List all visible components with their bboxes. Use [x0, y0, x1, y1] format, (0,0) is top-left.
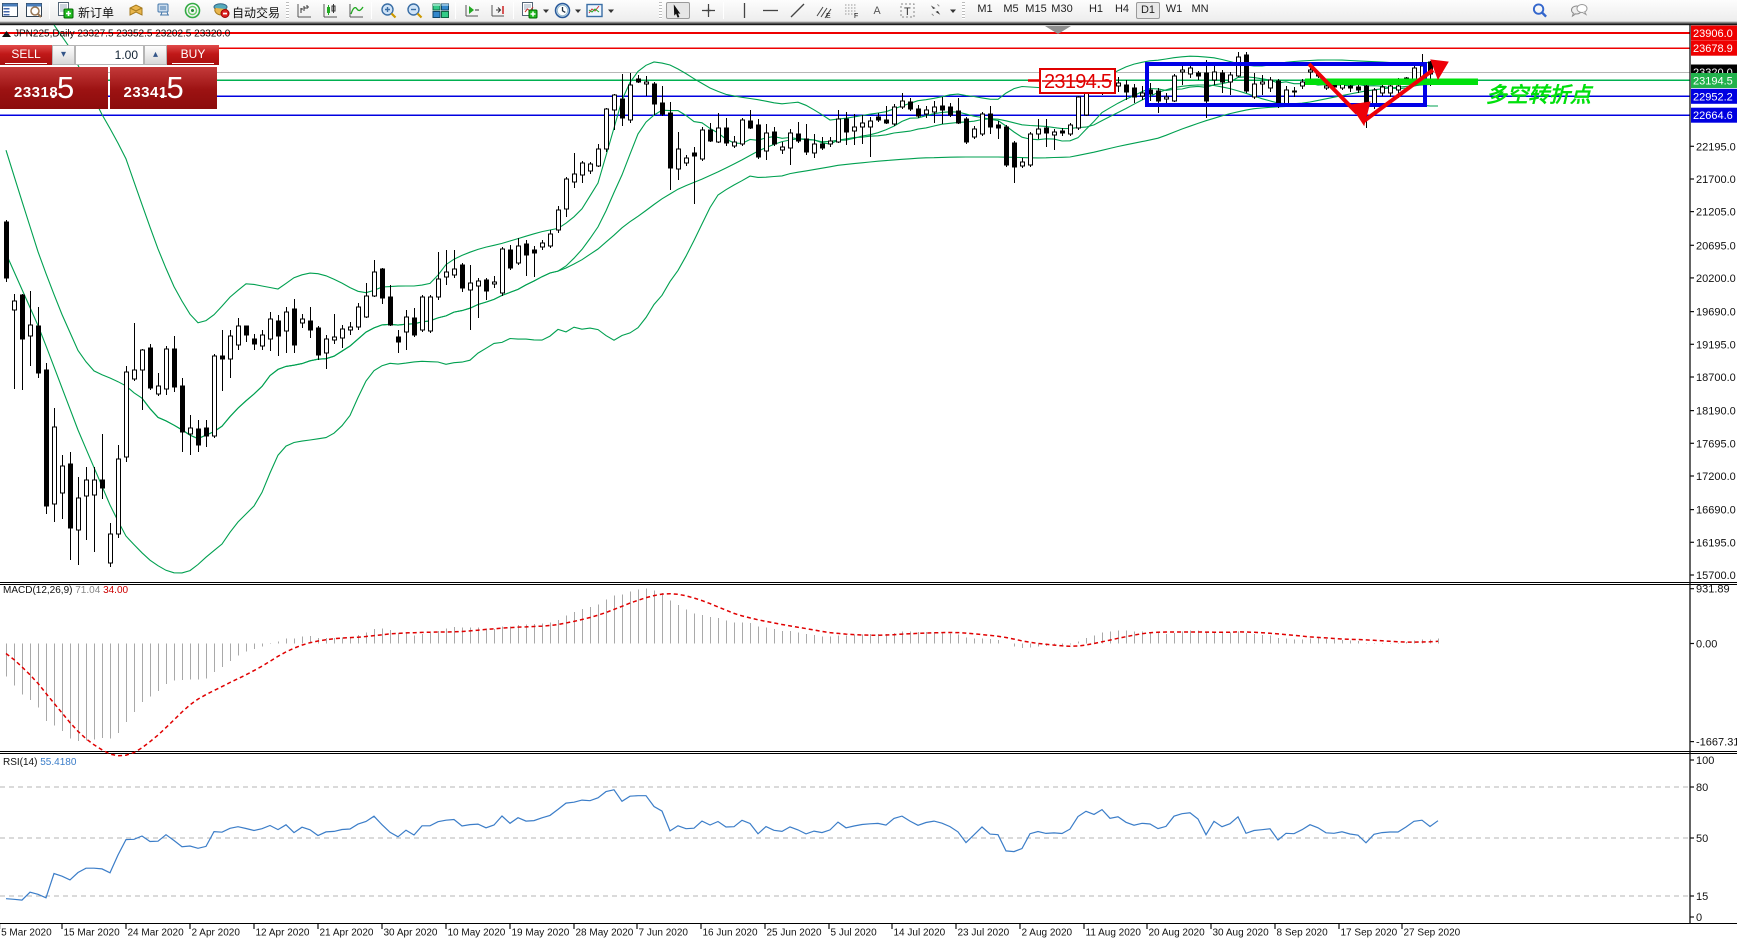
svg-text:22952.2: 22952.2 [1693, 91, 1733, 103]
svg-text:18190.0: 18190.0 [1696, 406, 1736, 418]
svg-text:27 Sep 2020: 27 Sep 2020 [1404, 928, 1461, 939]
svg-text:30 Aug 2020: 30 Aug 2020 [1213, 928, 1270, 939]
svg-text:19690.0: 19690.0 [1696, 307, 1736, 319]
svg-text:11 Aug 2020: 11 Aug 2020 [1086, 928, 1142, 939]
svg-text:5 Jul 2020: 5 Jul 2020 [831, 928, 878, 939]
svg-text:80: 80 [1696, 782, 1708, 794]
svg-text:21700.0: 21700.0 [1696, 174, 1736, 186]
svg-text:MACD(12,26,9) 71.04 34.00: MACD(12,26,9) 71.04 34.00 [3, 585, 129, 596]
svg-text:F: F [854, 13, 858, 19]
svg-text:8 Sep 2020: 8 Sep 2020 [1277, 928, 1329, 939]
svg-text:30 Apr 2020: 30 Apr 2020 [384, 928, 438, 939]
svg-text:7 Jun 2020: 7 Jun 2020 [639, 928, 689, 939]
svg-text:20695.0: 20695.0 [1696, 240, 1736, 252]
svg-text:14 Jul 2020: 14 Jul 2020 [894, 928, 946, 939]
svg-text:23194.5: 23194.5 [1044, 71, 1112, 93]
svg-text:12 Apr 2020: 12 Apr 2020 [256, 928, 310, 939]
svg-text:2 Apr 2020: 2 Apr 2020 [192, 928, 241, 939]
svg-text:50: 50 [1696, 833, 1708, 845]
svg-text:931.89: 931.89 [1696, 584, 1730, 596]
svg-text:23678.9: 23678.9 [1693, 43, 1733, 55]
svg-text:10 May 2020: 10 May 2020 [448, 928, 506, 939]
svg-text:24 Mar 2020: 24 Mar 2020 [128, 928, 185, 939]
svg-text:T: T [904, 6, 911, 18]
svg-text:17 Sep 2020: 17 Sep 2020 [1341, 928, 1398, 939]
svg-text:22195.0: 22195.0 [1696, 141, 1736, 153]
svg-text:16690.0: 16690.0 [1696, 505, 1736, 517]
svg-text:22664.6: 22664.6 [1693, 110, 1733, 122]
svg-text:17200.0: 17200.0 [1696, 471, 1736, 483]
svg-text:多空转折点: 多空转折点 [1486, 83, 1594, 107]
svg-text:JPN225,Daily 23327.5 23352.5: JPN225,Daily 23327.5 23352.5 23202.5 233… [14, 29, 231, 40]
svg-text:15 Mar 2020: 15 Mar 2020 [64, 928, 121, 939]
svg-text:-1667.31: -1667.31 [1696, 737, 1737, 749]
svg-text:23194.5: 23194.5 [1693, 76, 1733, 88]
svg-text:RSI(14) 55.4180: RSI(14) 55.4180 [3, 757, 77, 768]
svg-text:5 Mar 2020: 5 Mar 2020 [1, 928, 52, 939]
svg-text:18700.0: 18700.0 [1696, 372, 1736, 384]
svg-text:16195.0: 16195.0 [1696, 537, 1736, 549]
svg-text:15: 15 [1696, 891, 1708, 903]
svg-text:A: A [873, 5, 881, 17]
svg-text:0.00: 0.00 [1696, 639, 1717, 651]
svg-text:17695.0: 17695.0 [1696, 438, 1736, 450]
svg-text:E: E [826, 13, 831, 19]
svg-text:0: 0 [1696, 912, 1702, 924]
svg-text:2 Aug 2020: 2 Aug 2020 [1022, 928, 1073, 939]
svg-text:20 Aug 2020: 20 Aug 2020 [1149, 928, 1206, 939]
svg-text:21 Apr 2020: 21 Apr 2020 [320, 928, 374, 939]
svg-text:19 May 2020: 19 May 2020 [512, 928, 570, 939]
svg-text:23906.0: 23906.0 [1693, 28, 1733, 40]
svg-text:19195.0: 19195.0 [1696, 339, 1736, 351]
svg-text:21205.0: 21205.0 [1696, 207, 1736, 219]
svg-text:23 Jul 2020: 23 Jul 2020 [958, 928, 1010, 939]
svg-text:25 Jun 2020: 25 Jun 2020 [767, 928, 822, 939]
svg-text:100: 100 [1696, 755, 1714, 767]
svg-text:20200.0: 20200.0 [1696, 273, 1736, 285]
svg-text:16 Jun 2020: 16 Jun 2020 [703, 928, 758, 939]
svg-text:15700.0: 15700.0 [1696, 570, 1736, 582]
svg-text:28 May 2020: 28 May 2020 [576, 928, 634, 939]
